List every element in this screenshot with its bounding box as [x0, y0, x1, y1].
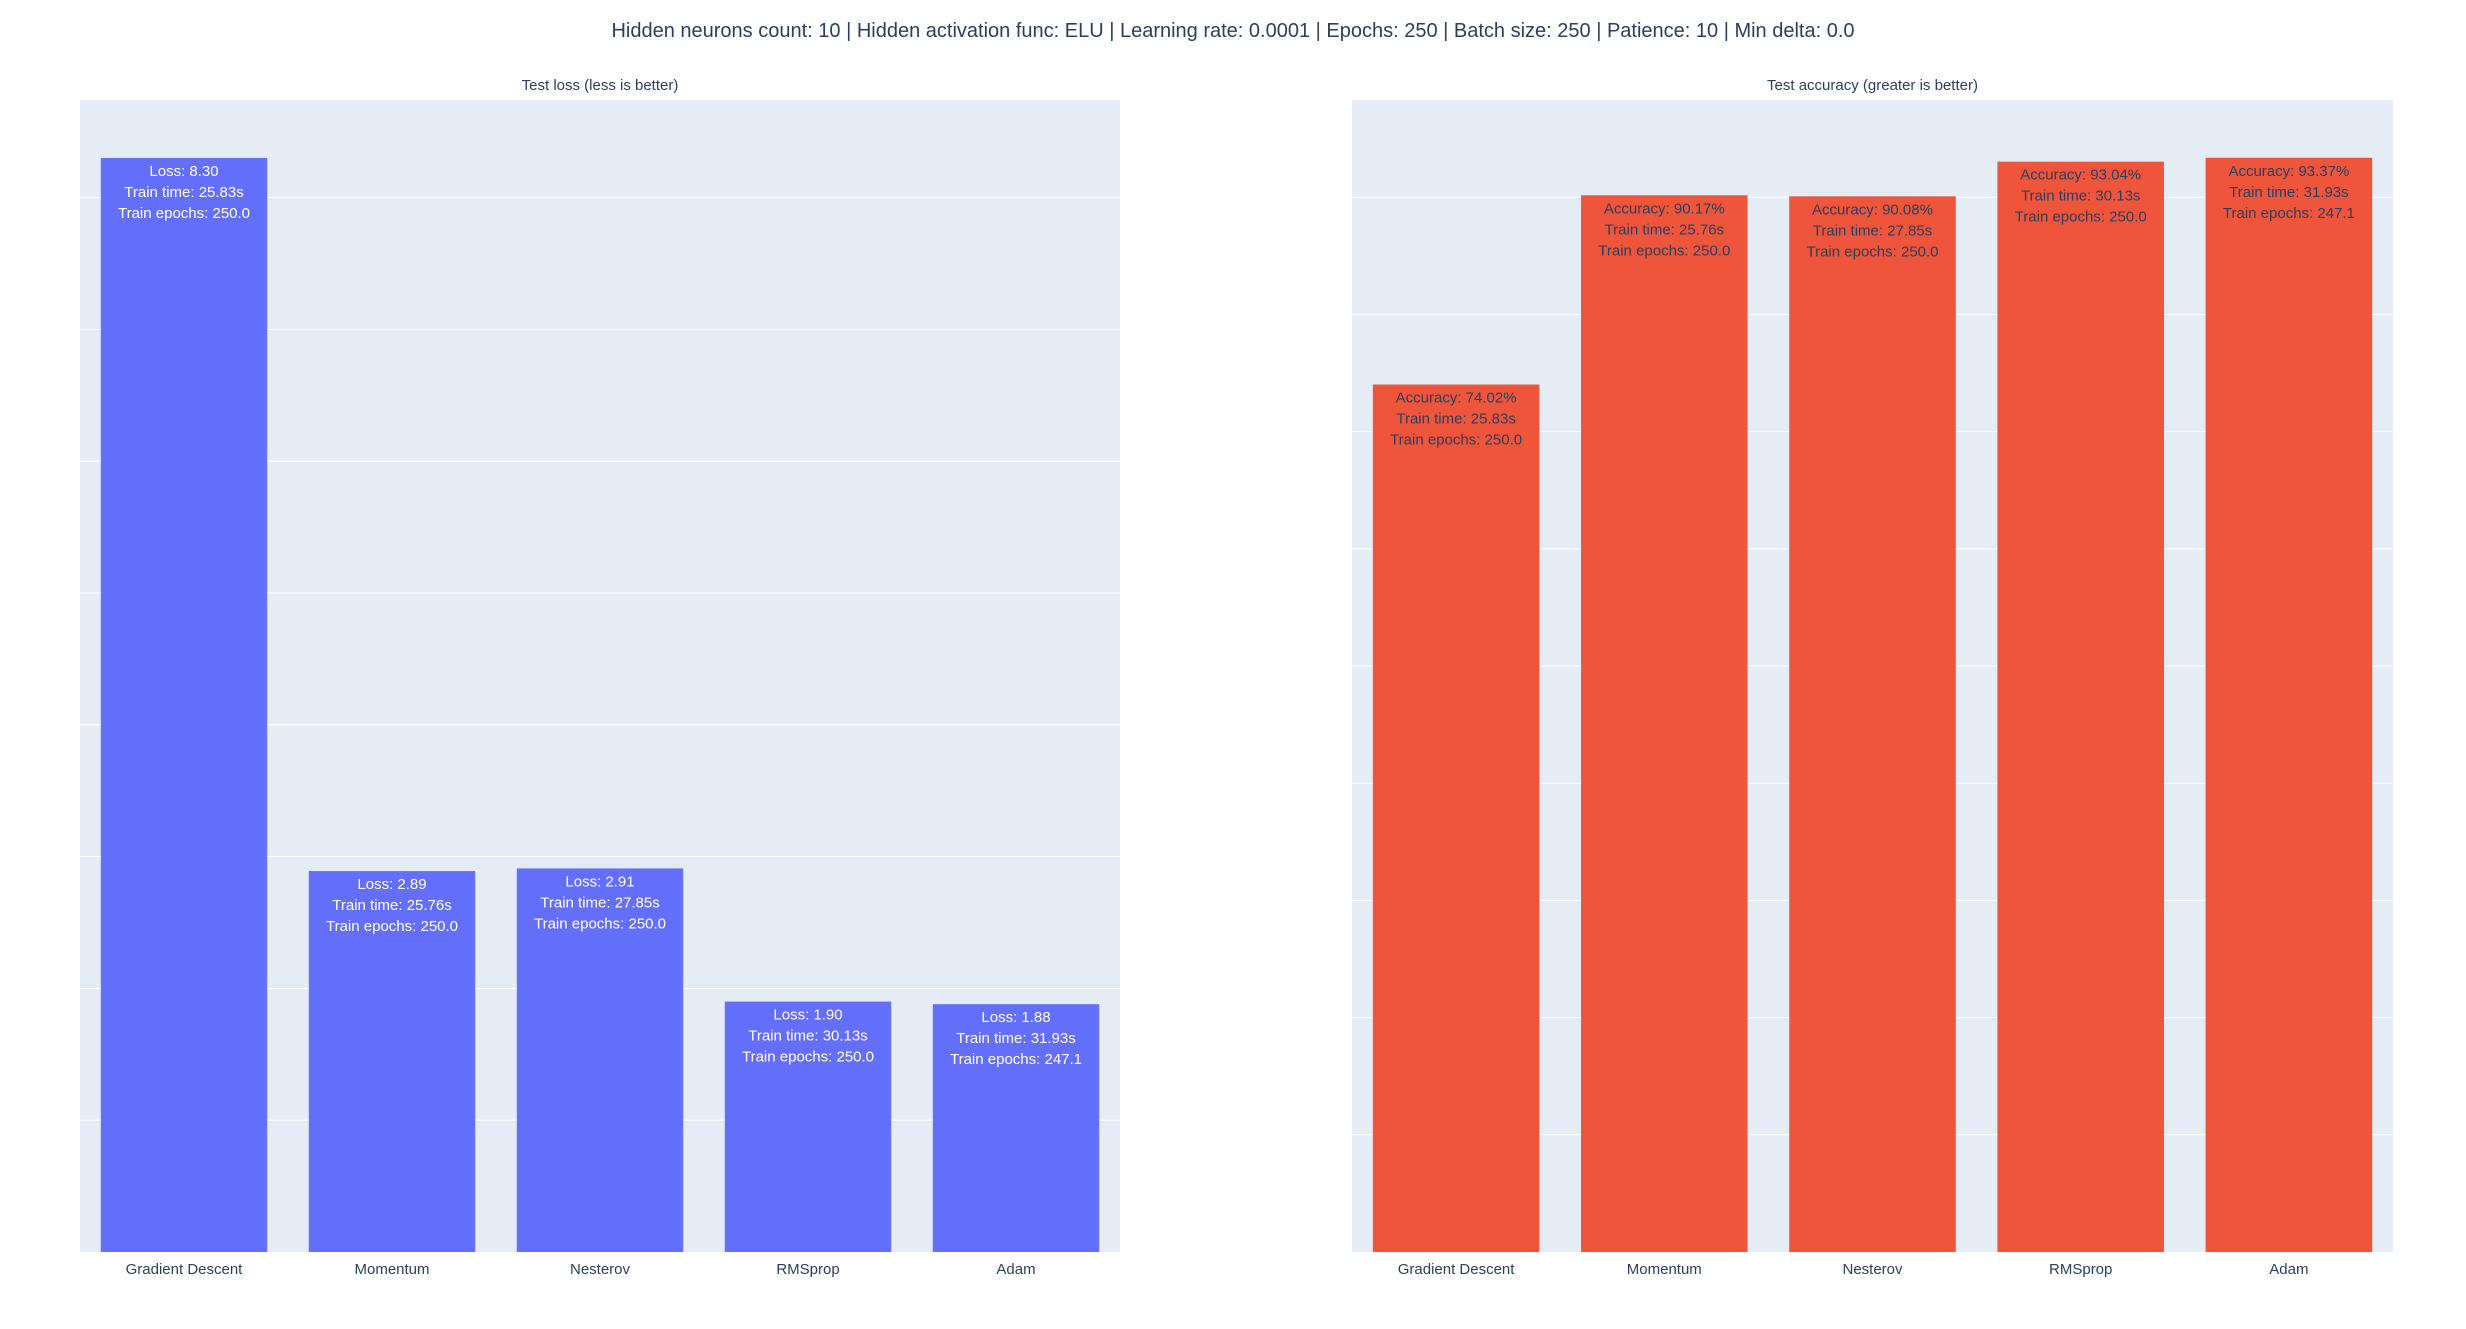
accuracy-data-label: Accuracy: 90.08%	[1812, 201, 1933, 218]
accuracy-data-label: Train epochs: 247.1	[2223, 205, 2355, 222]
accuracy-data-label: Accuracy: 93.37%	[2228, 163, 2349, 180]
accuracy-x-tick-label: Nesterov	[1842, 1261, 1903, 1278]
accuracy-x-tick-label: Adam	[2269, 1261, 2308, 1278]
loss-data-label: Train epochs: 250.0	[118, 205, 250, 222]
loss-data-label: Loss: 2.91	[565, 873, 634, 890]
loss-x-tick-label: Nesterov	[570, 1261, 631, 1278]
accuracy-bar-1	[1581, 195, 1748, 1252]
accuracy-x-tick-label: Momentum	[1627, 1261, 1702, 1278]
loss-bar-3	[724, 1001, 892, 1252]
loss-bar-1	[308, 871, 476, 1252]
loss-data-label: Train epochs: 247.1	[950, 1051, 1082, 1068]
accuracy-x-tick-label: Gradient Descent	[1398, 1261, 1516, 1278]
accuracy-data-label: Accuracy: 74.02%	[1396, 390, 1517, 407]
accuracy-data-label: Train time: 31.93s	[2229, 184, 2349, 201]
accuracy-bar-0	[1372, 384, 1540, 1252]
loss-bar-2	[516, 868, 684, 1252]
loss-data-label: Train time: 25.76s	[332, 897, 452, 914]
accuracy-data-label: Accuracy: 90.17%	[1604, 200, 1725, 217]
accuracy-x-tick-label: RMSprop	[2049, 1261, 2112, 1278]
loss-data-label: Train time: 27.85s	[540, 894, 660, 911]
loss-x-tick-label: Momentum	[354, 1261, 429, 1278]
loss-data-label: Loss: 2.89	[357, 876, 426, 893]
accuracy-data-label: Train epochs: 250.0	[1598, 242, 1730, 259]
accuracy-data-label: Accuracy: 93.04%	[2020, 167, 2141, 184]
figure-title: Hidden neurons count: 10 | Hidden activa…	[611, 20, 1855, 42]
accuracy-bar-2	[1789, 196, 1956, 1253]
loss-data-label: Loss: 8.30	[149, 163, 218, 180]
accuracy-bar-4	[2205, 157, 2373, 1253]
loss-data-label: Train time: 30.13s	[748, 1028, 868, 1045]
accuracy-bar-3	[1997, 161, 2164, 1253]
loss-data-label: Train time: 25.83s	[124, 184, 244, 201]
loss-x-tick-label: Gradient Descent	[126, 1261, 244, 1278]
accuracy-data-label: Train epochs: 250.0	[2015, 209, 2147, 226]
loss-x-tick-label: RMSprop	[776, 1261, 839, 1278]
loss-data-label: Train epochs: 250.0	[742, 1049, 874, 1066]
loss-bar-0	[100, 157, 268, 1253]
loss-data-label: Train time: 31.93s	[956, 1030, 1076, 1047]
loss-subplot-title: Test loss (less is better)	[522, 77, 679, 94]
accuracy-data-label: Train epochs: 250.0	[1390, 432, 1522, 449]
accuracy-data-label: Train time: 27.85s	[1813, 222, 1933, 239]
loss-data-label: Loss: 1.90	[773, 1007, 842, 1024]
loss-data-label: Train epochs: 250.0	[326, 918, 458, 935]
loss-data-label: Loss: 1.88	[981, 1009, 1050, 1026]
accuracy-data-label: Train time: 25.76s	[1605, 221, 1725, 238]
accuracy-subplot-title: Test accuracy (greater is better)	[1767, 77, 1978, 94]
loss-data-label: Train epochs: 250.0	[534, 915, 666, 932]
accuracy-data-label: Train epochs: 250.0	[1806, 243, 1938, 260]
accuracy-data-label: Train time: 25.83s	[1396, 411, 1516, 428]
loss-bar-4	[932, 1004, 1100, 1252]
accuracy-data-label: Train time: 30.13s	[2021, 188, 2141, 205]
loss-x-tick-label: Adam	[996, 1261, 1035, 1278]
